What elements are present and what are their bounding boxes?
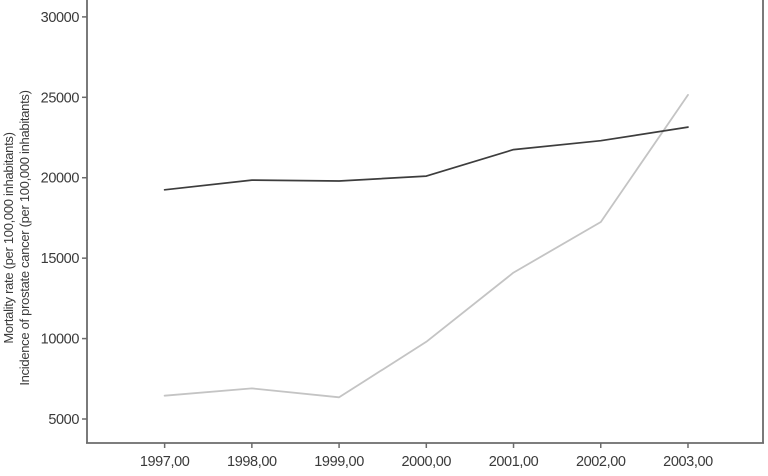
series-dark-line <box>163 126 689 191</box>
plot-frame <box>86 0 764 444</box>
y-axis-tick-label: 30000 <box>41 10 80 26</box>
axis-ticks <box>82 16 689 448</box>
y-axis-title-line-2: Incidence of prostate cancer (per 100,00… <box>17 90 32 385</box>
y-axis-tick-label: 20000 <box>41 171 80 187</box>
y-axis-tick-label: 5000 <box>48 412 79 428</box>
x-axis-tick-label: 1997,00 <box>140 454 190 470</box>
x-axis-tick-label: 2001,00 <box>489 454 539 470</box>
y-axis-title-line-1: Mortality rate (per 100,000 inhabitants) <box>1 132 16 343</box>
x-axis-tick-label: 2003,00 <box>663 454 713 470</box>
series-light-gray-line <box>163 94 689 399</box>
x-axis-tick-label: 1998,00 <box>227 454 277 470</box>
y-axis-tick-label: 10000 <box>41 332 80 348</box>
data-series <box>163 94 689 399</box>
y-axis-tick-label: 25000 <box>41 90 80 106</box>
y-axis-tick-label: 15000 <box>41 251 80 267</box>
axis-tick-labels: 5000 10000 15000 20000 25000 30000 1997,00 1998… <box>41 10 714 470</box>
x-axis-tick-label: 2002,00 <box>576 454 626 470</box>
x-axis-tick-label: 2000,00 <box>401 454 451 470</box>
x-axis-tick-label: 1999,00 <box>314 454 364 470</box>
